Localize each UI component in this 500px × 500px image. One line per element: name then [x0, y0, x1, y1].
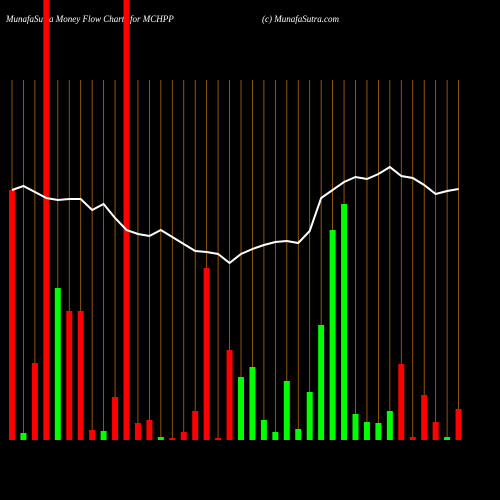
bar: [352, 414, 359, 440]
bar: [89, 430, 96, 440]
bar: [134, 423, 141, 440]
bar: [283, 381, 290, 440]
bar: [180, 432, 187, 440]
money-flow-line: [11, 165, 459, 265]
bar: [329, 230, 336, 440]
bar: [192, 411, 199, 440]
bar: [249, 367, 256, 440]
bar: [66, 311, 73, 440]
bar: [54, 288, 61, 440]
bar: [9, 190, 15, 440]
bar: [203, 268, 210, 440]
bar: [123, 0, 130, 440]
chart-subtitle: (c) MunafaSutra.com: [262, 14, 339, 24]
bar: [295, 429, 302, 440]
bar: [409, 437, 416, 440]
bar: [386, 411, 393, 440]
bar: [215, 438, 222, 440]
chart-title: MunafaSutra Money Flow Charts for MCHPP: [5, 14, 174, 24]
bar: [341, 204, 348, 440]
bar: [455, 409, 462, 440]
bar: [375, 423, 382, 440]
bar: [146, 420, 153, 440]
bar: [432, 422, 439, 440]
bar: [31, 363, 38, 440]
bar: [318, 325, 325, 440]
bar: [226, 350, 233, 440]
bar: [398, 364, 405, 440]
bar: [421, 395, 428, 440]
bar: [169, 438, 176, 440]
bar: [238, 377, 244, 440]
bar: [306, 392, 313, 440]
bar: [363, 422, 370, 440]
bar: [77, 311, 84, 440]
bar: [43, 0, 50, 440]
bar: [444, 437, 451, 440]
bar: [100, 431, 107, 440]
bar: [157, 437, 164, 440]
bar: [272, 432, 279, 440]
bar: [260, 420, 267, 440]
bar: [20, 433, 27, 440]
bar: [112, 397, 119, 440]
